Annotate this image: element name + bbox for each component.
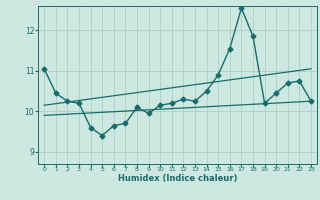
X-axis label: Humidex (Indice chaleur): Humidex (Indice chaleur) xyxy=(118,174,237,183)
